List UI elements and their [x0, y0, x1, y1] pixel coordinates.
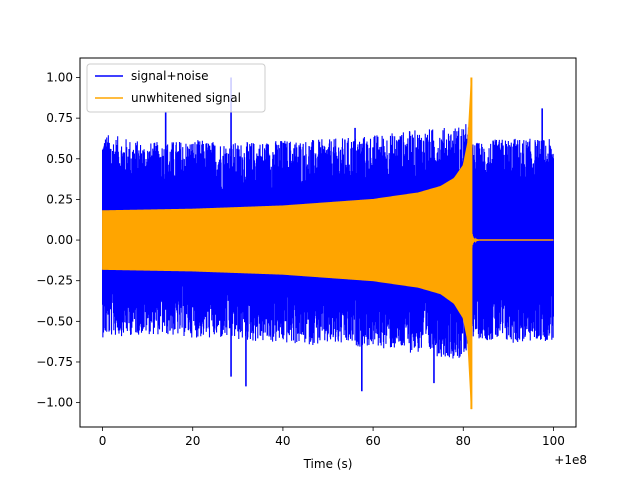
x-axis-offset-label: +1e8	[554, 453, 587, 467]
legend: signal+noise unwhitened signal	[87, 64, 265, 112]
y-tick-label-5: 0.25	[46, 192, 73, 206]
x-tick-label-0: 0	[99, 434, 107, 448]
x-tick-label-4: 80	[456, 434, 471, 448]
x-axis-label: Time (s)	[303, 457, 353, 471]
y-tick-label-8: 1.00	[46, 71, 73, 85]
y-tick-label-6: 0.50	[46, 152, 73, 166]
y-tick-label-1: −0.75	[36, 355, 73, 369]
x-tick-label-3: 60	[365, 434, 380, 448]
y-tick-label-4: 0.00	[46, 233, 73, 247]
y-tick-label-3: −0.25	[36, 274, 73, 288]
x-tick-label-5: 100	[542, 434, 565, 448]
y-tick-label-7: 0.75	[46, 111, 73, 125]
x-tick-label-1: 20	[185, 434, 200, 448]
x-tick-label-2: 40	[275, 434, 290, 448]
legend-label-0: signal+noise	[131, 69, 208, 83]
y-tick-label-2: −0.50	[36, 314, 73, 328]
y-tick-label-0: −1.00	[36, 396, 73, 410]
legend-label-1: unwhitened signal	[131, 91, 241, 105]
